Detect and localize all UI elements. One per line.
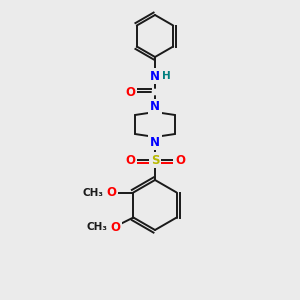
Text: O: O	[175, 154, 185, 166]
Text: N: N	[150, 70, 160, 83]
Text: O: O	[110, 221, 120, 234]
Text: CH₃: CH₃	[87, 223, 108, 232]
Text: N: N	[150, 100, 160, 113]
Text: N: N	[150, 136, 160, 148]
Text: O: O	[125, 85, 135, 98]
Text: S: S	[151, 154, 159, 166]
Text: H: H	[162, 71, 170, 81]
Text: O: O	[106, 186, 116, 199]
Text: O: O	[125, 154, 135, 166]
Text: CH₃: CH₃	[83, 188, 104, 197]
